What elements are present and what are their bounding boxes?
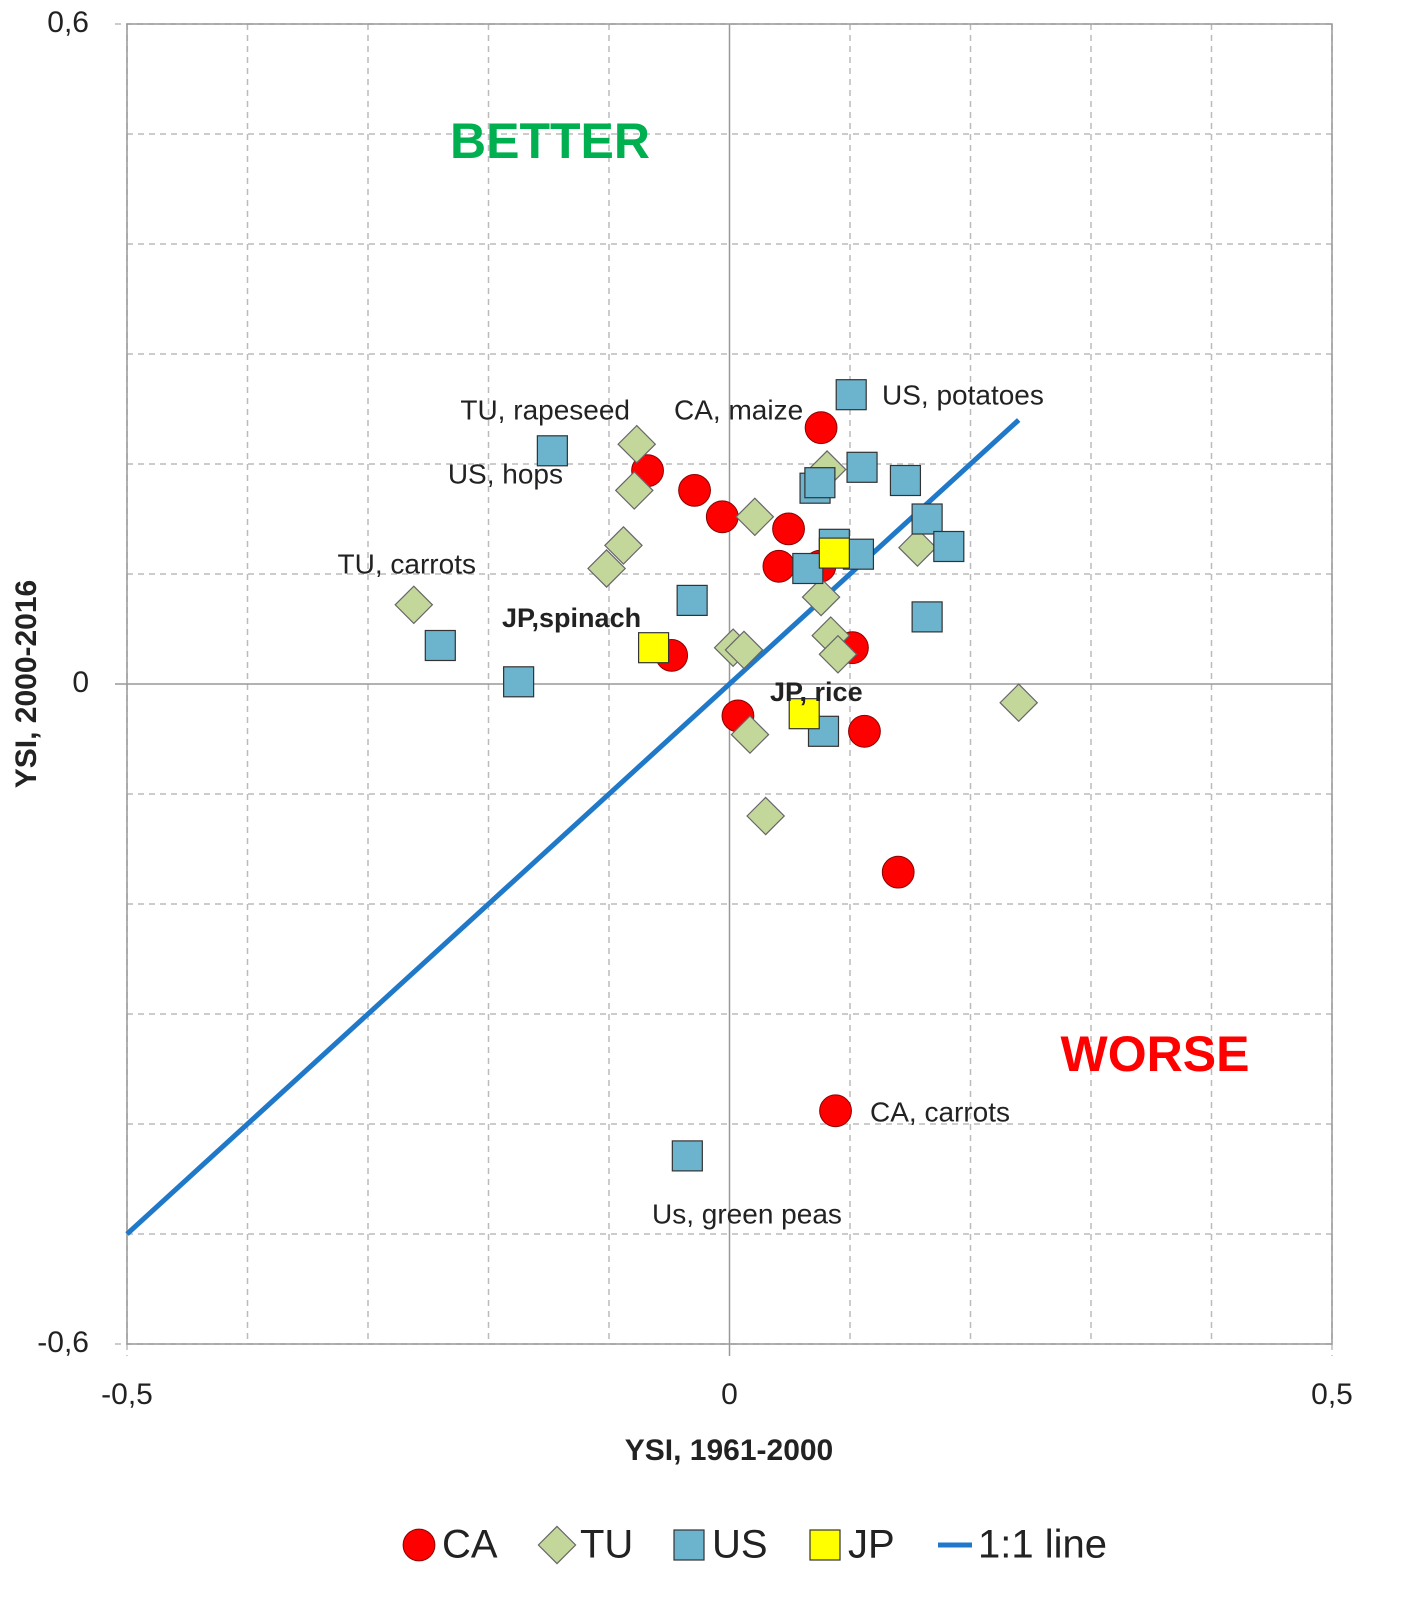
y-tick-label: 0,6 <box>47 6 89 39</box>
point <box>637 632 670 664</box>
x-tick-label: -0,5 <box>101 1378 153 1411</box>
x-tick-label: 0,5 <box>1311 1378 1353 1411</box>
point <box>617 424 657 464</box>
legend-swatch <box>402 1528 436 1562</box>
point <box>746 796 786 836</box>
point <box>724 630 764 670</box>
point <box>705 500 739 534</box>
point <box>772 512 805 546</box>
x-axis-title: YSI, 1961-2000 <box>625 1434 834 1467</box>
annotation: US, potatoes <box>882 379 1044 410</box>
point <box>835 379 867 411</box>
point <box>587 549 627 588</box>
annotation: JP,spinach <box>502 603 641 633</box>
point <box>818 537 850 569</box>
point <box>881 855 915 889</box>
annotation: BETTER <box>450 113 650 169</box>
point <box>394 585 434 625</box>
point <box>424 629 456 662</box>
point <box>676 584 708 617</box>
annotation: TU, carrots <box>338 548 476 579</box>
point <box>911 601 943 633</box>
point <box>735 497 775 537</box>
point <box>536 435 568 467</box>
legend-swatch <box>673 1529 705 1561</box>
point <box>933 530 965 563</box>
point <box>804 411 838 445</box>
point <box>846 451 878 483</box>
y-axis-title: YSI, 2000-2016 <box>10 580 43 789</box>
point <box>889 464 922 497</box>
annotation: TU, rapeseed <box>460 394 630 425</box>
point <box>818 634 858 674</box>
legend-swatch <box>537 1525 577 1565</box>
point <box>614 470 654 510</box>
legend: CA TU US JP 1:1 line <box>402 1523 1107 1567</box>
plot-frame <box>126 23 1333 1345</box>
legend-label: US <box>712 1523 768 1567</box>
point <box>804 467 836 499</box>
legend-label: JP <box>848 1523 895 1567</box>
point <box>762 549 796 583</box>
point <box>503 666 535 698</box>
legend-label: 1:1 line <box>978 1523 1107 1567</box>
point <box>604 525 643 565</box>
point <box>819 1094 852 1128</box>
point <box>911 503 943 535</box>
point <box>730 715 770 755</box>
legend-label: CA <box>442 1523 498 1567</box>
point <box>671 1140 703 1172</box>
annotation: US, hops <box>448 458 563 489</box>
annotation: CA, maize <box>674 394 803 425</box>
point <box>678 474 711 507</box>
legend-swatch <box>809 1529 841 1561</box>
legend-label: TU <box>580 1523 633 1567</box>
point <box>792 552 824 585</box>
point <box>999 683 1039 723</box>
y-tick-label: 0 <box>72 666 89 699</box>
point <box>848 714 881 748</box>
annotation: JP, rice <box>770 677 863 707</box>
point <box>801 577 841 617</box>
annotation: WORSE <box>1061 1026 1250 1082</box>
point <box>898 528 937 568</box>
annotation: CA, carrots <box>870 1096 1010 1127</box>
annotation: Us, green peas <box>652 1198 842 1229</box>
x-tick-label: 0 <box>721 1378 738 1411</box>
y-tick-label: -0,6 <box>37 1326 89 1359</box>
point <box>788 698 820 730</box>
